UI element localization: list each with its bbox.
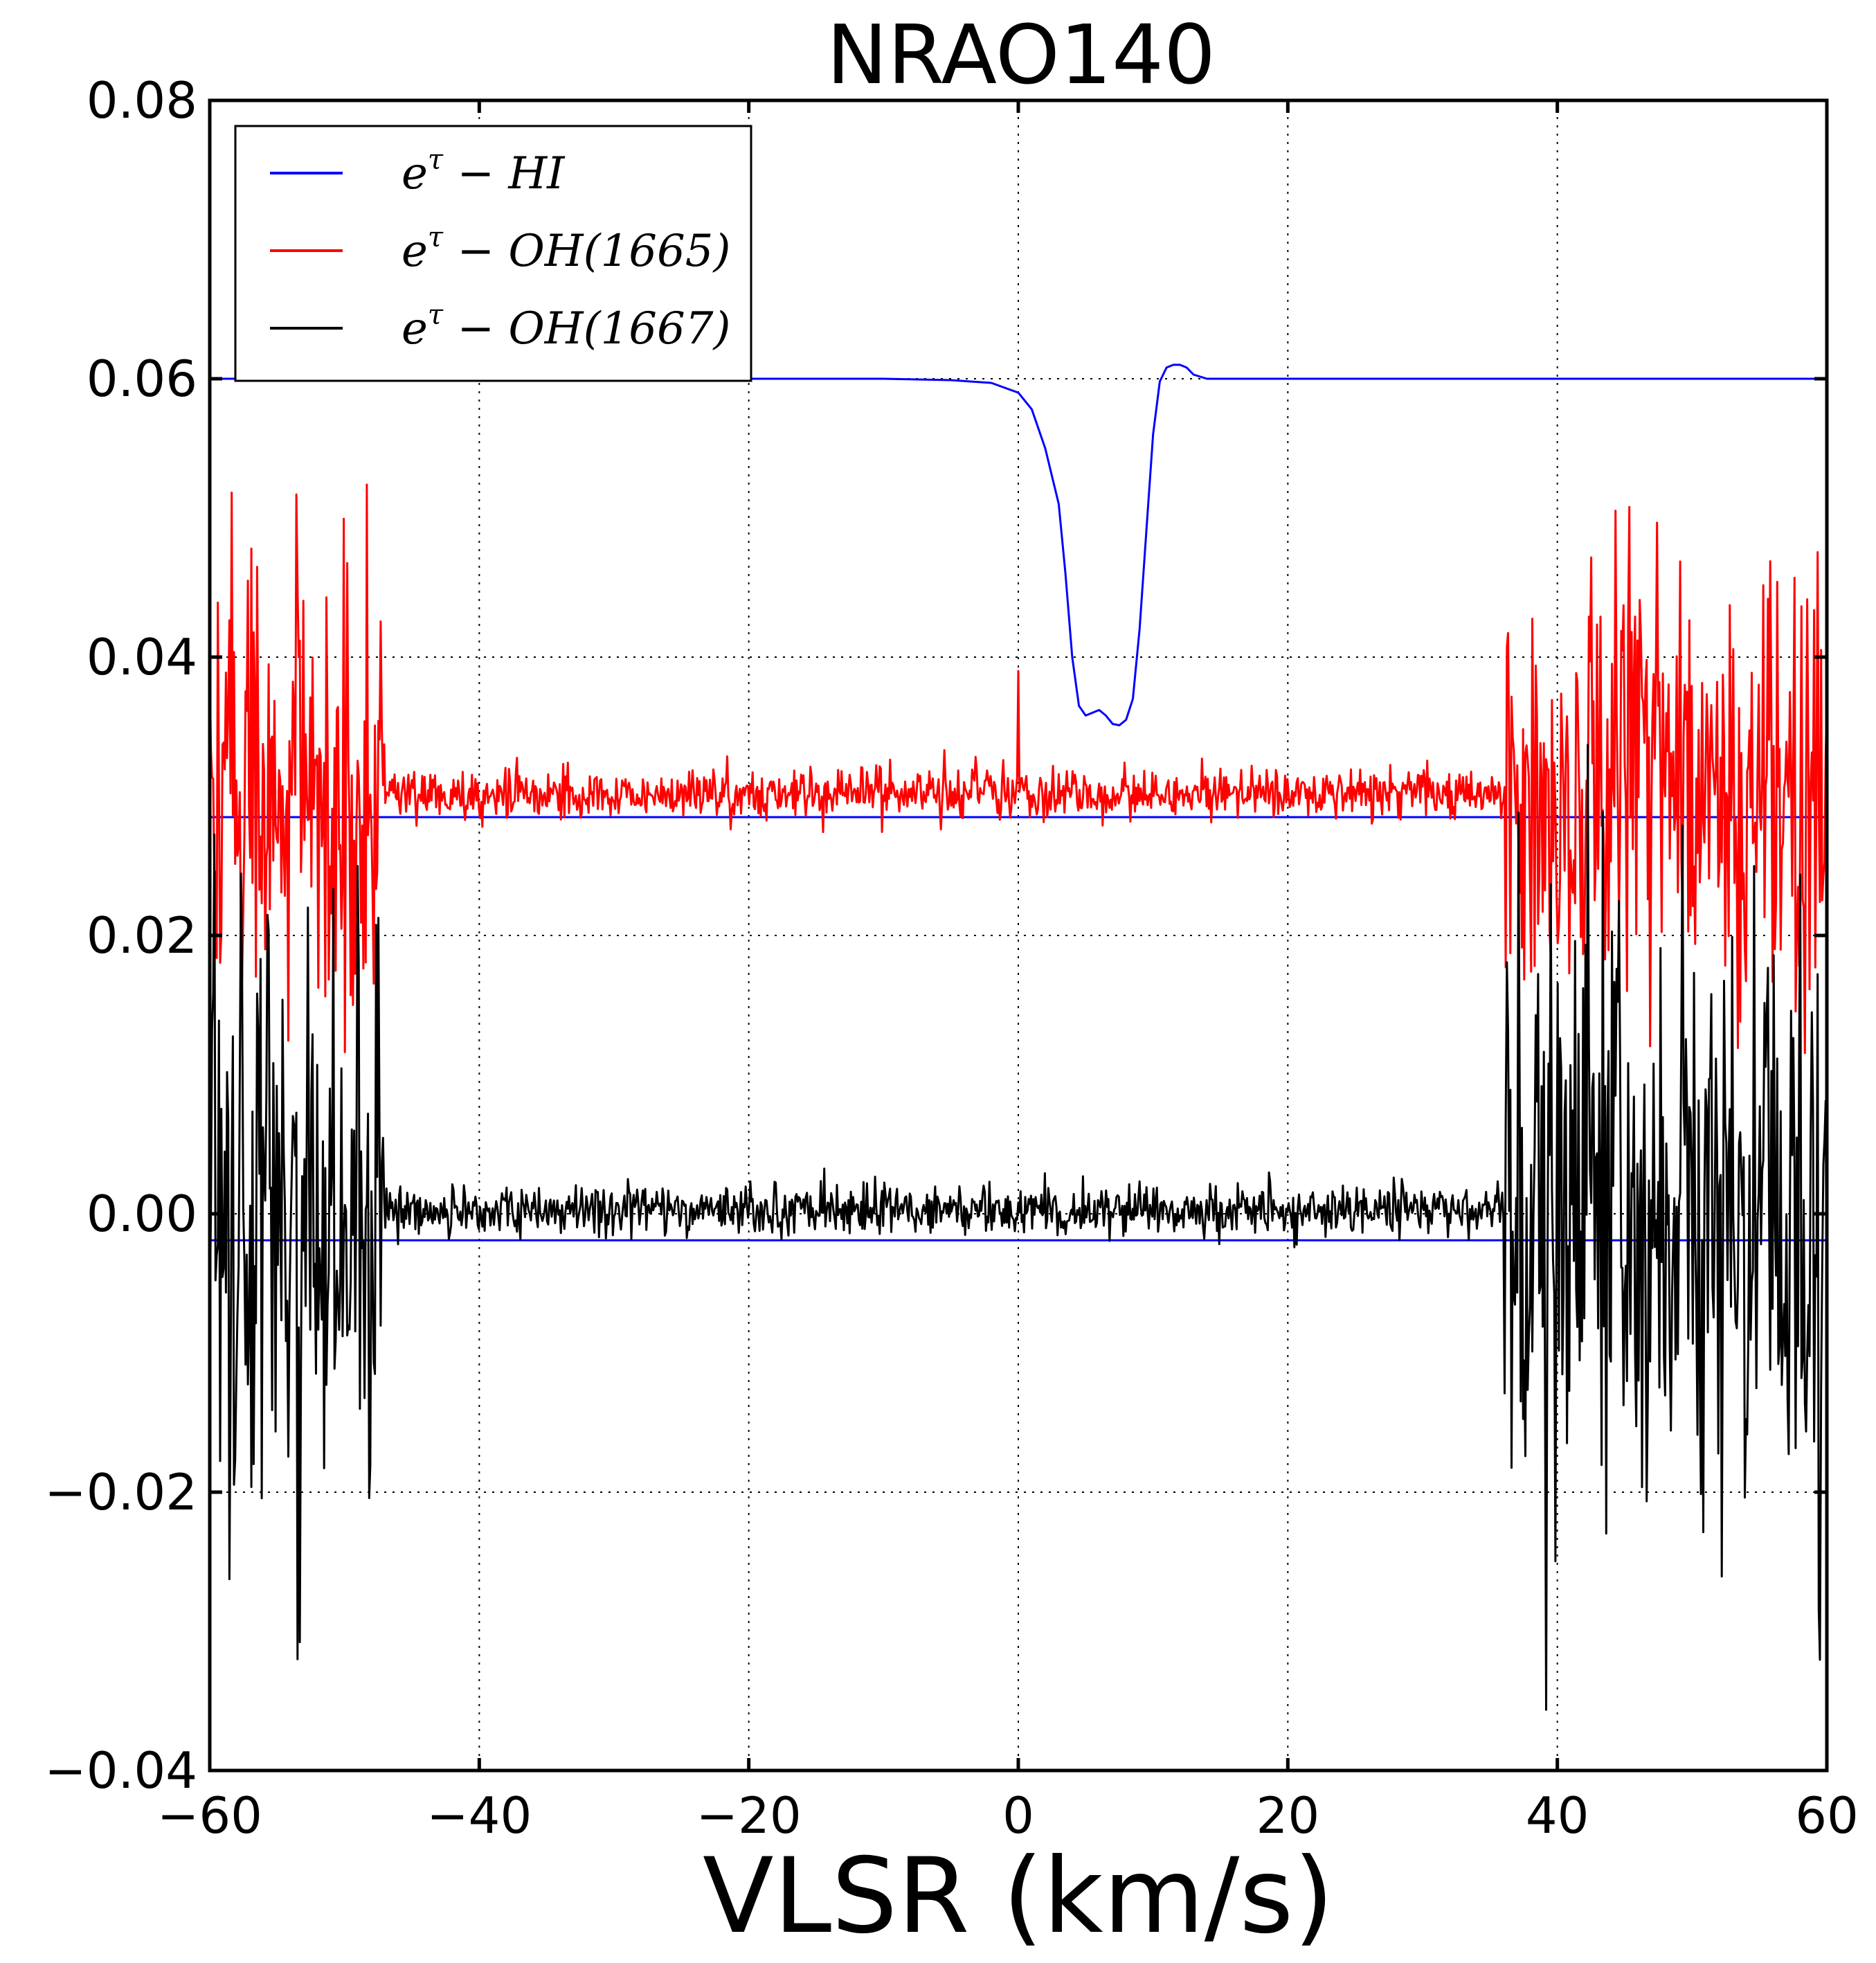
y-tick-label: 0.02 — [87, 906, 197, 965]
x-axis-label: VLSR (km/s) — [703, 1836, 1334, 1957]
legend-entry: eτ − OH(1667) — [402, 299, 730, 355]
series-line-2 — [208, 744, 1828, 1711]
series-line-1 — [208, 483, 1828, 1055]
x-tick-label: 20 — [1256, 1786, 1320, 1845]
tick-layer: −60 −40 −20 0 20 40 60 −0.04 −0.02 0.00 0.02 0.04 0.… — [44, 71, 1858, 1845]
x-tick-label: −40 — [426, 1786, 532, 1845]
y-tick-label: −0.04 — [44, 1741, 197, 1800]
x-tick-label: −60 — [157, 1786, 262, 1845]
y-tick-label: 0.06 — [87, 350, 197, 408]
series-layer — [208, 364, 1828, 1711]
x-tick-label: 40 — [1526, 1786, 1589, 1845]
y-tick-label: 0.08 — [87, 71, 197, 129]
y-tick-label: 0.04 — [87, 628, 197, 686]
series-line-0 — [210, 364, 1827, 726]
chart-title: NRAO140 — [827, 7, 1216, 102]
legend-box — [234, 125, 752, 382]
legend-entry: eτ − HI — [402, 144, 566, 199]
y-tick-label: 0.00 — [87, 1185, 197, 1243]
y-tick-label: −0.02 — [44, 1463, 197, 1521]
legend-entry: eτ − OH(1665) — [402, 222, 730, 277]
x-tick-label: −20 — [696, 1786, 802, 1845]
x-tick-label: 0 — [1002, 1786, 1034, 1845]
x-tick-label: 60 — [1795, 1786, 1859, 1845]
legend: eτ − HI eτ − OH(1665) eτ − OH(1667) — [234, 125, 752, 382]
